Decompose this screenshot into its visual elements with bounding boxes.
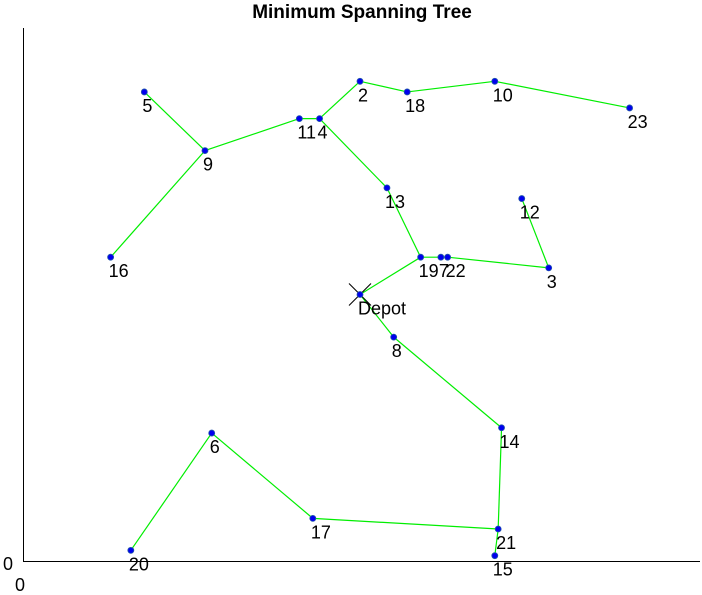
depot-point xyxy=(356,291,364,298)
node-point-20 xyxy=(127,546,135,554)
edge-9-11 xyxy=(204,118,300,152)
node-label-5: 5 xyxy=(142,96,152,116)
node-point-13 xyxy=(383,184,391,192)
node-label-3: 3 xyxy=(547,272,557,292)
edge-3-12 xyxy=(521,198,550,269)
node-label-7: 7 xyxy=(439,261,449,281)
node-point-3 xyxy=(545,264,553,272)
edge-17-6 xyxy=(211,432,314,519)
node-point-4 xyxy=(316,115,323,123)
edge-19-Depot xyxy=(359,256,421,296)
node-point-5 xyxy=(140,88,148,96)
edge-9-16 xyxy=(110,150,206,258)
nodes-layer xyxy=(107,77,633,560)
node-point-17 xyxy=(309,514,317,522)
node-label-9: 9 xyxy=(203,155,213,175)
node-label-2: 2 xyxy=(358,85,368,105)
node-point-16 xyxy=(107,253,115,261)
edge-13-19 xyxy=(386,187,422,258)
node-label-11: 11 xyxy=(297,123,316,143)
node-label-21: 21 xyxy=(496,533,516,553)
edge-18-10 xyxy=(407,80,495,93)
edge-22-3 xyxy=(447,256,549,269)
y-tick-0: 0 xyxy=(3,554,13,574)
node-label-19: 19 xyxy=(419,261,439,281)
labels-layer: 234567891011121314151617181920212223Depo… xyxy=(109,85,648,579)
node-point-8 xyxy=(390,333,398,341)
chart-title: Minimum Spanning Tree xyxy=(252,2,472,23)
node-point-23 xyxy=(626,104,633,112)
node-point-9 xyxy=(201,147,209,154)
edge-14-21 xyxy=(497,427,503,530)
edge-21-15 xyxy=(494,528,499,556)
x-tick-0: 0 xyxy=(15,575,25,595)
edge-5-9 xyxy=(143,91,206,152)
node-point-14 xyxy=(498,424,505,432)
node-label-23: 23 xyxy=(628,112,648,132)
edge-8-14 xyxy=(393,336,502,429)
node-point-15 xyxy=(491,552,499,560)
edge-4-13 xyxy=(319,118,388,189)
depot-layer xyxy=(348,283,372,306)
depot-label: Depot xyxy=(358,299,406,319)
edge-6-20 xyxy=(130,432,213,551)
node-point-10 xyxy=(491,77,499,85)
node-label-13: 13 xyxy=(385,192,405,212)
node-label-14: 14 xyxy=(500,432,520,452)
node-label-18: 18 xyxy=(405,96,425,116)
edge-Depot-8 xyxy=(359,294,395,338)
node-label-12: 12 xyxy=(520,203,540,223)
node-label-10: 10 xyxy=(493,85,513,105)
node-point-21 xyxy=(494,525,502,533)
node-point-19 xyxy=(417,253,425,261)
node-label-17: 17 xyxy=(311,522,331,542)
node-label-16: 16 xyxy=(109,261,129,281)
node-label-22: 22 xyxy=(446,261,466,281)
node-point-22 xyxy=(444,253,452,261)
node-label-4: 4 xyxy=(318,123,328,143)
node-point-2 xyxy=(356,77,364,85)
node-point-6 xyxy=(208,429,216,437)
edge-2-18 xyxy=(359,80,408,93)
node-label-15: 15 xyxy=(493,560,513,580)
node-label-8: 8 xyxy=(392,341,402,361)
node-point-12 xyxy=(518,195,526,202)
edge-21-17 xyxy=(312,517,499,530)
node-point-18 xyxy=(403,88,411,96)
node-point-7 xyxy=(437,253,445,261)
edge-4-2 xyxy=(319,80,361,120)
edge-10-23 xyxy=(494,80,630,109)
node-label-6: 6 xyxy=(210,437,220,457)
node-label-20: 20 xyxy=(129,554,149,574)
node-point-11 xyxy=(295,115,303,123)
